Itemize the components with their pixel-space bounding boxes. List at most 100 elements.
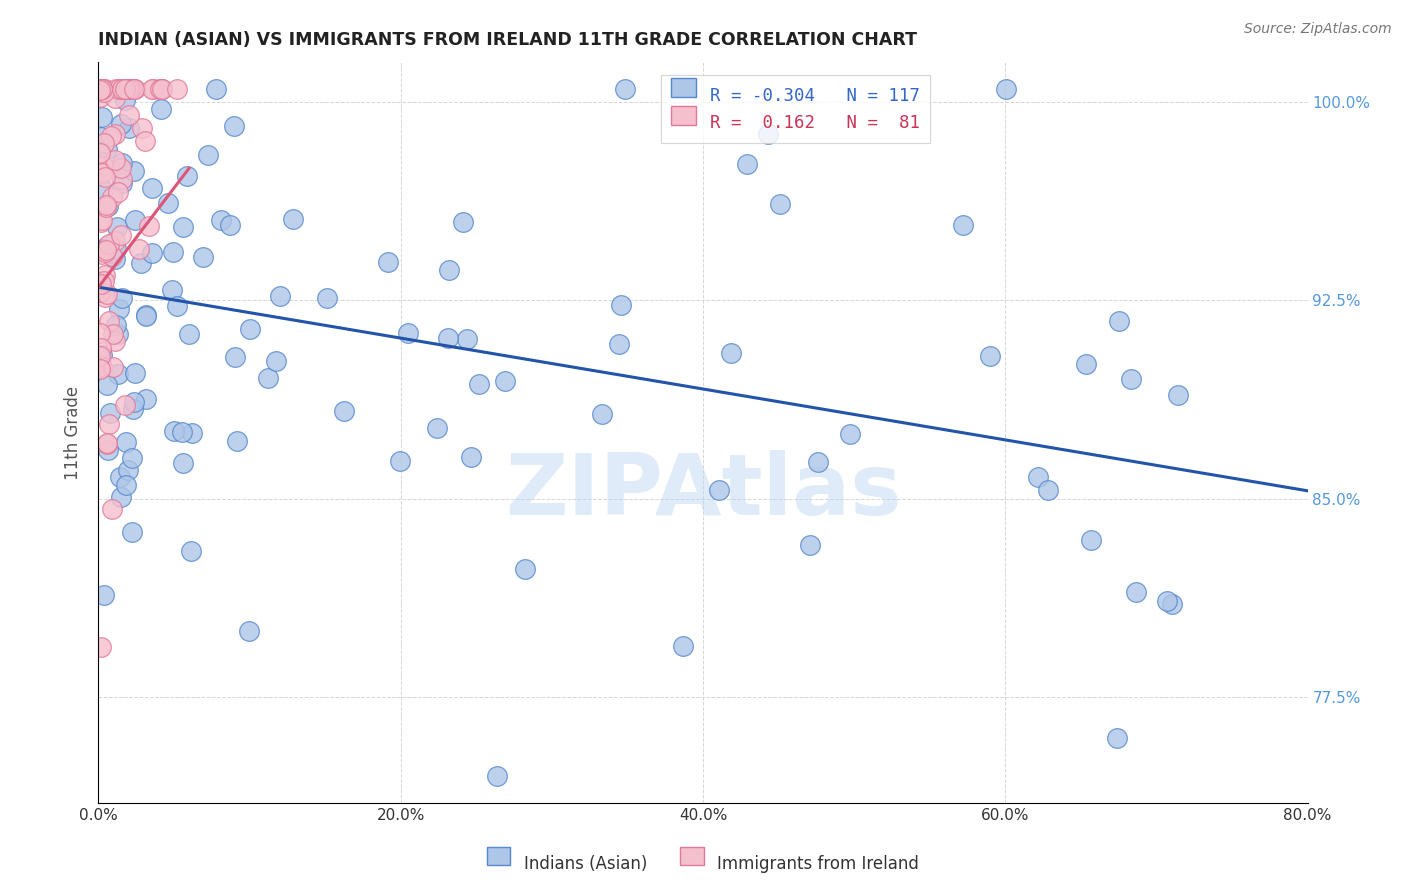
Y-axis label: 11th Grade: 11th Grade [65, 385, 83, 480]
Point [104, 127, 127, 141]
Point [1026, 470, 1049, 484]
Point [100, 129, 122, 144]
Point [591, 407, 613, 421]
Point [96, 435, 118, 450]
Point [90, 130, 112, 145]
Point [222, 119, 245, 133]
Point [90, 82, 112, 96]
Point [104, 153, 127, 168]
Point [134, 308, 156, 322]
Point [96, 142, 118, 156]
Point [315, 291, 337, 305]
Point [219, 218, 242, 232]
Point [93, 82, 115, 96]
Point [426, 421, 449, 435]
Point [513, 562, 536, 576]
Point [94, 242, 117, 256]
Point [96, 197, 118, 211]
Point [111, 291, 134, 305]
Point [104, 334, 127, 348]
Point [89, 82, 111, 96]
Point [90, 82, 112, 96]
Point [110, 490, 132, 504]
Point [1108, 314, 1130, 328]
Point [149, 102, 172, 116]
Point [118, 108, 141, 122]
Point [162, 283, 184, 297]
Point [104, 235, 127, 249]
Text: ZIPAtlas: ZIPAtlas [505, 450, 901, 533]
Point [89, 89, 111, 103]
Point [124, 367, 146, 381]
Point [437, 331, 460, 345]
Point [120, 82, 142, 96]
Point [90, 341, 112, 355]
Point [266, 353, 288, 368]
Point [838, 426, 860, 441]
Point [100, 249, 122, 263]
Point [1105, 731, 1128, 745]
Point [456, 332, 478, 346]
Point [89, 279, 111, 293]
Point [1119, 372, 1142, 386]
Point [979, 349, 1001, 363]
Point [128, 242, 150, 256]
Point [111, 177, 134, 191]
Point [94, 268, 117, 282]
Point [111, 156, 134, 170]
Point [124, 82, 146, 96]
Point [115, 477, 138, 491]
Point [150, 82, 173, 96]
Point [97, 417, 120, 431]
Point [107, 185, 129, 199]
Point [108, 301, 131, 316]
Point [93, 136, 115, 151]
Point [90, 277, 112, 292]
Point [1167, 388, 1189, 402]
Point [105, 318, 128, 333]
Point [142, 82, 165, 96]
Point [89, 361, 111, 376]
Point [1074, 358, 1097, 372]
Point [91, 159, 114, 173]
Point [720, 346, 742, 360]
Point [89, 82, 111, 96]
Point [104, 91, 127, 105]
Point [93, 85, 115, 99]
Point [111, 82, 134, 96]
Point [135, 310, 157, 324]
Point [96, 238, 118, 252]
Point [91, 360, 114, 375]
Point [108, 470, 131, 484]
Point [238, 624, 260, 638]
Point [96, 287, 118, 301]
Point [756, 127, 779, 141]
Point [799, 538, 821, 552]
Point [148, 82, 170, 96]
Point [89, 83, 111, 97]
Point [607, 336, 630, 351]
Point [610, 298, 633, 312]
Point [157, 196, 180, 211]
Point [170, 425, 193, 439]
Point [91, 212, 114, 227]
Point [191, 250, 214, 264]
Point [460, 450, 482, 464]
Point [389, 453, 412, 467]
Point [124, 212, 146, 227]
Point [149, 82, 172, 96]
Text: Source: ZipAtlas.com: Source: ZipAtlas.com [1244, 22, 1392, 37]
Point [453, 215, 475, 229]
Point [90, 82, 112, 96]
Point [90, 359, 112, 373]
Point [995, 82, 1018, 96]
Point [90, 215, 112, 229]
Point [97, 199, 120, 213]
Point [114, 82, 136, 96]
Point [121, 524, 143, 539]
Legend: Indians (Asian), Immigrants from Ireland: Indians (Asian), Immigrants from Ireland [481, 847, 925, 880]
Point [111, 172, 134, 186]
Legend: R = -0.304   N = 117, R =  0.162   N =  81: R = -0.304 N = 117, R = 0.162 N = 81 [661, 75, 931, 143]
Point [205, 82, 228, 96]
Point [91, 247, 114, 261]
